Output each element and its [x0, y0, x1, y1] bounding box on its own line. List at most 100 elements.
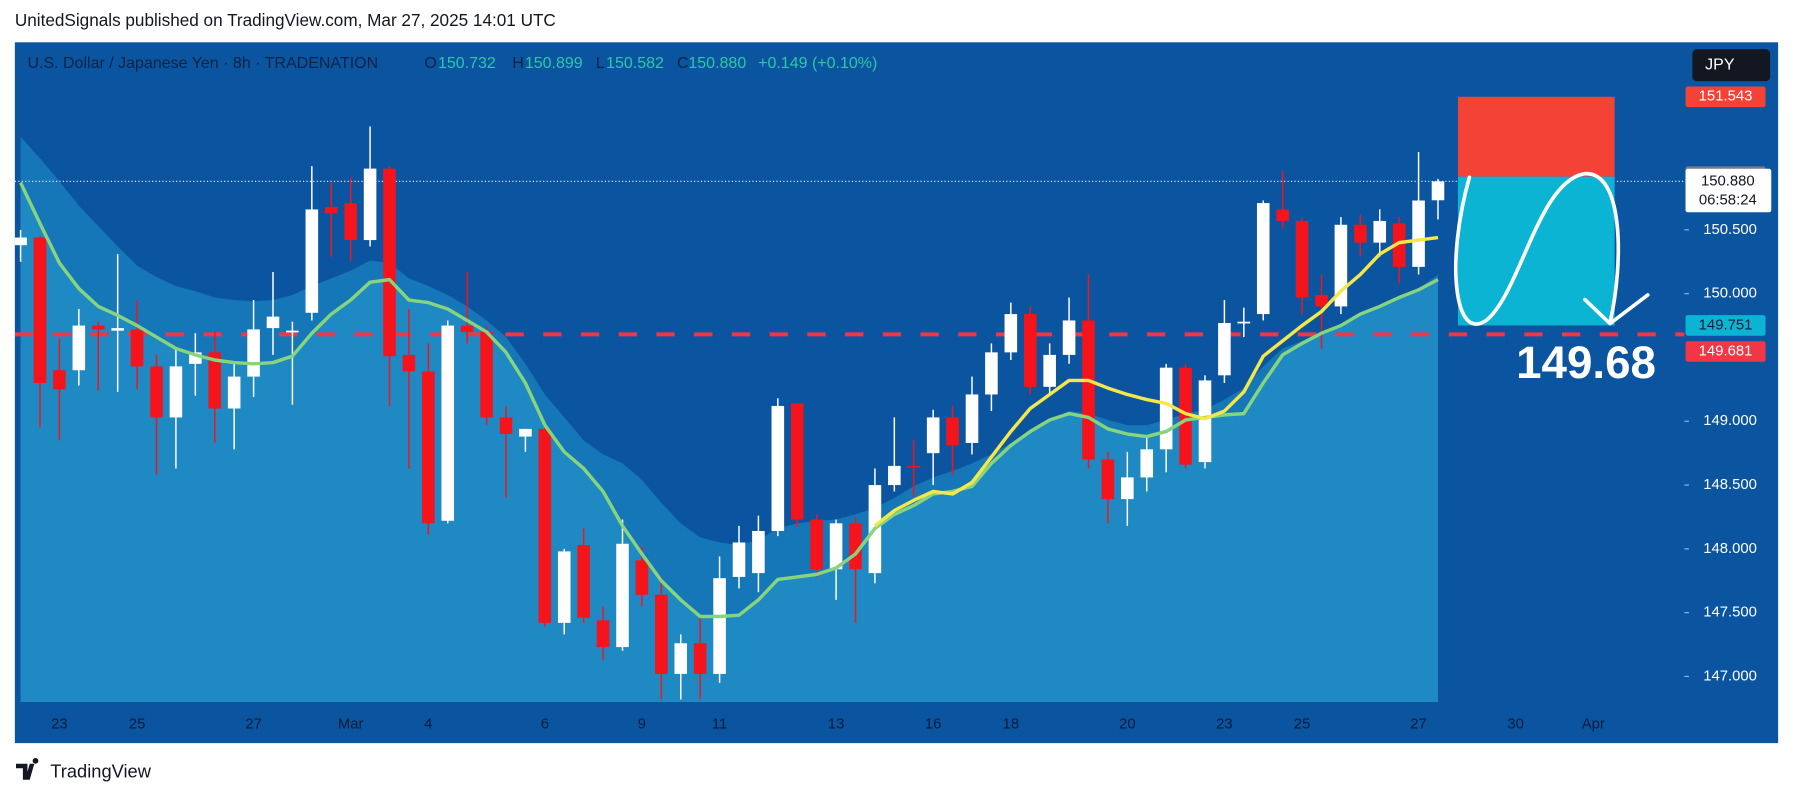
candle-body	[208, 352, 222, 409]
target-label: 149.751	[1699, 317, 1753, 333]
x-tick-label: 6	[541, 717, 549, 733]
candle-body	[91, 325, 105, 330]
y-tick-label: 148.500	[1703, 477, 1757, 493]
candles-layer	[14, 126, 1445, 700]
stop-zone	[1457, 96, 1615, 177]
series-line	[873, 235, 1439, 528]
candle-body	[1082, 320, 1095, 460]
x-tick-label: 16	[925, 717, 942, 733]
candle-body	[1140, 449, 1154, 478]
candle-body	[286, 330, 299, 333]
currency-button[interactable]: JPY	[1692, 49, 1771, 82]
candle-body	[907, 465, 921, 468]
candle-body	[1334, 224, 1348, 307]
candle-body	[33, 237, 47, 383]
ohlc-value: 150.880	[688, 55, 746, 72]
curve	[1454, 171, 1621, 326]
candle-body	[247, 329, 260, 377]
x-tick-label: 27	[1410, 717, 1427, 733]
candle-body	[53, 370, 66, 390]
x-tick-label: 25	[129, 717, 146, 733]
target-annotation: 149.68	[1516, 337, 1656, 388]
candle-body	[752, 530, 765, 574]
candle-body	[1218, 323, 1231, 376]
ohlc-letter: L	[596, 55, 605, 72]
y-tick-label: 149.000	[1703, 413, 1757, 429]
brand-logo	[16, 757, 39, 780]
candle-body	[130, 329, 144, 367]
candle-body	[674, 643, 688, 674]
candle-body	[1412, 200, 1425, 267]
candle-body	[655, 594, 668, 674]
x-tick-label: Mar	[338, 717, 364, 733]
candle-body	[1198, 380, 1212, 463]
candle-body	[1315, 294, 1328, 307]
x-tick-label: 30	[1507, 717, 1524, 733]
candle-body	[616, 543, 629, 648]
lines-layer	[19, 181, 1439, 619]
candle-body	[422, 371, 435, 524]
candle-body	[888, 465, 901, 486]
y-tick-label: 147.500	[1703, 605, 1757, 621]
candle-body	[1354, 224, 1367, 243]
x-tick-label: 4	[424, 717, 432, 733]
candle-body	[1101, 459, 1115, 500]
candle-body	[1373, 220, 1387, 243]
candle-body	[1256, 203, 1270, 315]
ohlc-letter: O	[424, 55, 436, 72]
position-tool	[1457, 96, 1615, 326]
hand-drawing	[1454, 171, 1650, 326]
button-bg[interactable]	[1692, 49, 1771, 82]
candle-body	[732, 542, 746, 577]
candle-body	[829, 523, 843, 570]
button-label[interactable]: JPY	[1705, 56, 1735, 73]
x-tick-label: Apr	[1582, 717, 1605, 733]
y-tick-label: 150.000	[1703, 286, 1757, 302]
axes-layer: 23 25 27 Mar 4 6 9 11 13 16 18 20 23 25 27 30 Apr 147.000…	[51, 86, 1772, 733]
candle-body	[1159, 367, 1173, 450]
change: +0.149 (+0.10%)	[758, 55, 877, 72]
level-label: 149.681	[1699, 343, 1753, 359]
candle-body	[1121, 477, 1134, 500]
candle-body	[1004, 314, 1018, 353]
candle-body	[635, 560, 649, 595]
candle-body	[538, 428, 552, 623]
series-fill	[20, 182, 1438, 702]
candle-body	[790, 403, 804, 520]
candle-body	[402, 354, 416, 372]
y-tick-label: 150.500	[1703, 222, 1757, 238]
candle-body	[111, 328, 124, 331]
candle-body	[480, 331, 493, 418]
y-tick-label: 148.000	[1703, 541, 1757, 557]
brand: TradingView	[16, 757, 152, 782]
candle-body	[150, 366, 163, 418]
areas-layer	[20, 136, 1438, 702]
attribution: UnitedSignals published on TradingView.c…	[15, 10, 556, 30]
candle-body	[1062, 320, 1076, 355]
candle-body	[985, 352, 998, 395]
candle-body	[1043, 354, 1056, 387]
candle-body	[810, 519, 823, 570]
candle-body	[577, 545, 590, 618]
candle-body	[1392, 223, 1406, 267]
x-tick-label: 23	[51, 717, 68, 733]
brand-name: TradingView	[50, 761, 151, 782]
candle-body	[519, 428, 532, 437]
candle-body	[227, 376, 241, 409]
candle-body	[72, 325, 86, 371]
x-tick-label: 18	[1003, 717, 1020, 733]
candle-body	[1237, 321, 1251, 324]
target-label-bg	[1685, 315, 1766, 336]
symbol: U.S. Dollar / Japanese Yen · 8h · TRADEN…	[27, 55, 378, 72]
candle-body	[596, 620, 610, 648]
candle-body	[1276, 209, 1289, 221]
candle-body	[693, 643, 707, 674]
candle-body	[1295, 220, 1309, 298]
ohlc-letter: C	[677, 55, 689, 72]
last-price-label: 150.880	[1701, 173, 1755, 189]
candle-body	[771, 405, 785, 531]
candle-body	[499, 417, 513, 435]
candle-body	[383, 168, 396, 357]
